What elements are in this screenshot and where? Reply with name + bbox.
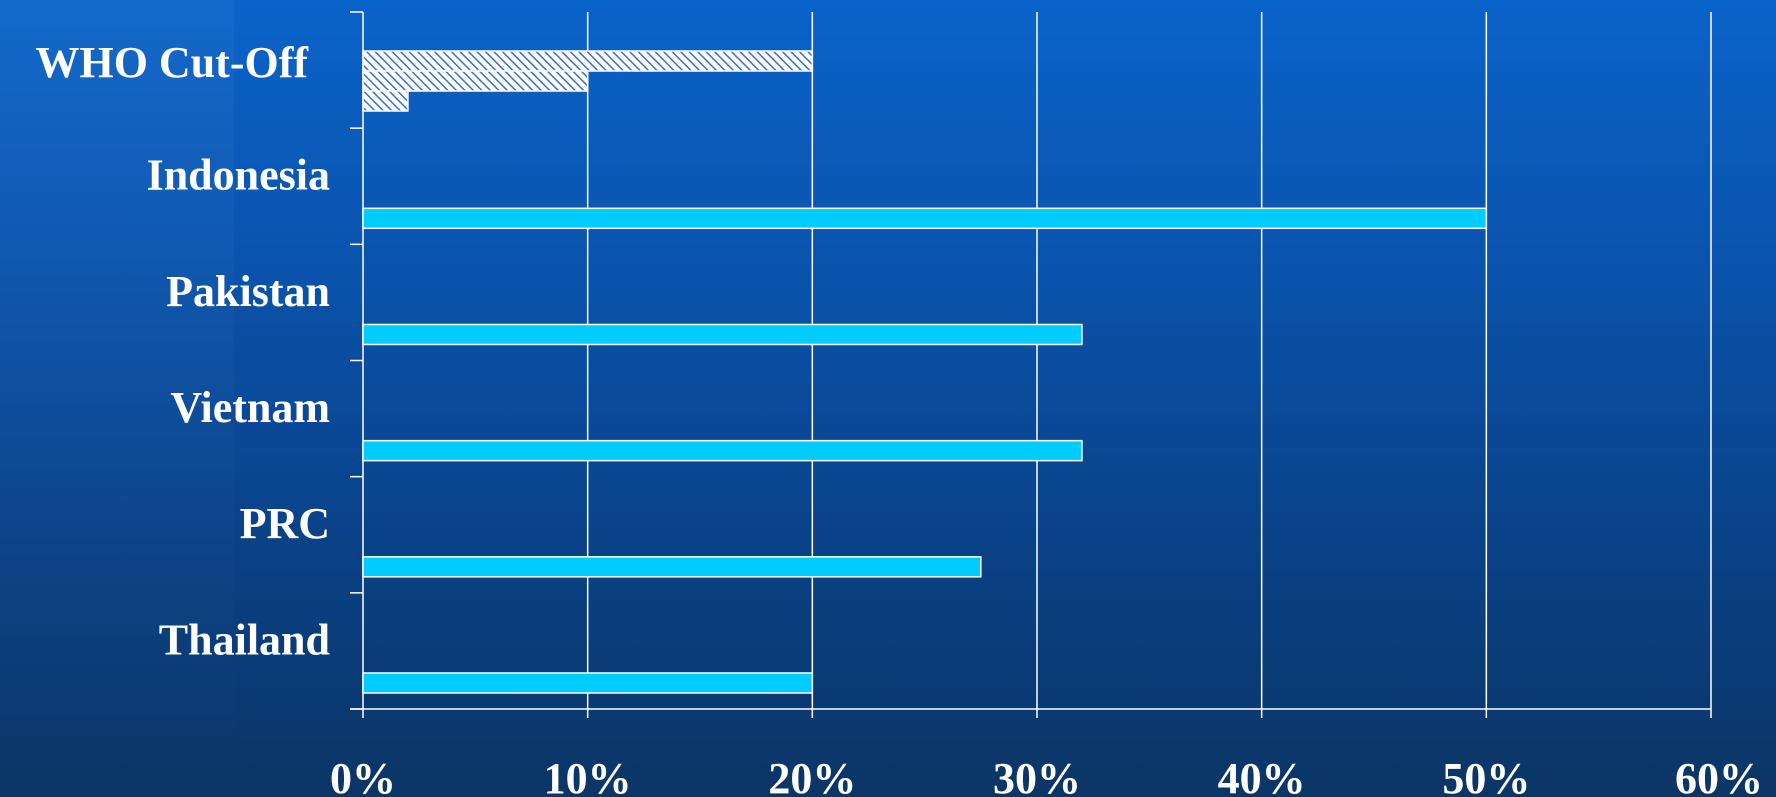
left-panel-shade (0, 0, 234, 797)
x-tick-label: 30% (993, 754, 1081, 797)
category-label: WHO Cut-Off (35, 38, 309, 87)
x-tick-label: 50% (1442, 754, 1530, 797)
category-label: Indonesia (147, 151, 330, 200)
axes (350, 11, 1712, 718)
category-labels: WHO Cut-Off Indonesia Pakistan Vietnam PRC Th… (35, 38, 330, 664)
x-tick-label: 20% (768, 754, 856, 797)
data-bar (362, 323, 1083, 346)
x-tick-label: 60% (1675, 754, 1763, 797)
bars (362, 50, 1488, 694)
data-bar (362, 439, 1083, 462)
x-tick-label: 0% (330, 754, 396, 797)
x-tick-label: 40% (1218, 754, 1306, 797)
cutoff-bar (362, 70, 589, 92)
x-tick-labels: 0% 10% 20% 30% 40% 50% 60% (330, 754, 1763, 797)
category-label: PRC (240, 499, 330, 548)
category-label: Pakistan (166, 267, 330, 316)
data-bar (362, 556, 982, 578)
data-bar (362, 207, 1488, 230)
grid-lines (586, 12, 1712, 709)
x-tick-label: 10% (544, 754, 632, 797)
cutoff-bar (362, 90, 409, 112)
cutoff-bar (362, 50, 814, 72)
category-label: Vietnam (170, 383, 330, 432)
data-bar (362, 672, 814, 694)
category-label: Thailand (159, 615, 330, 664)
